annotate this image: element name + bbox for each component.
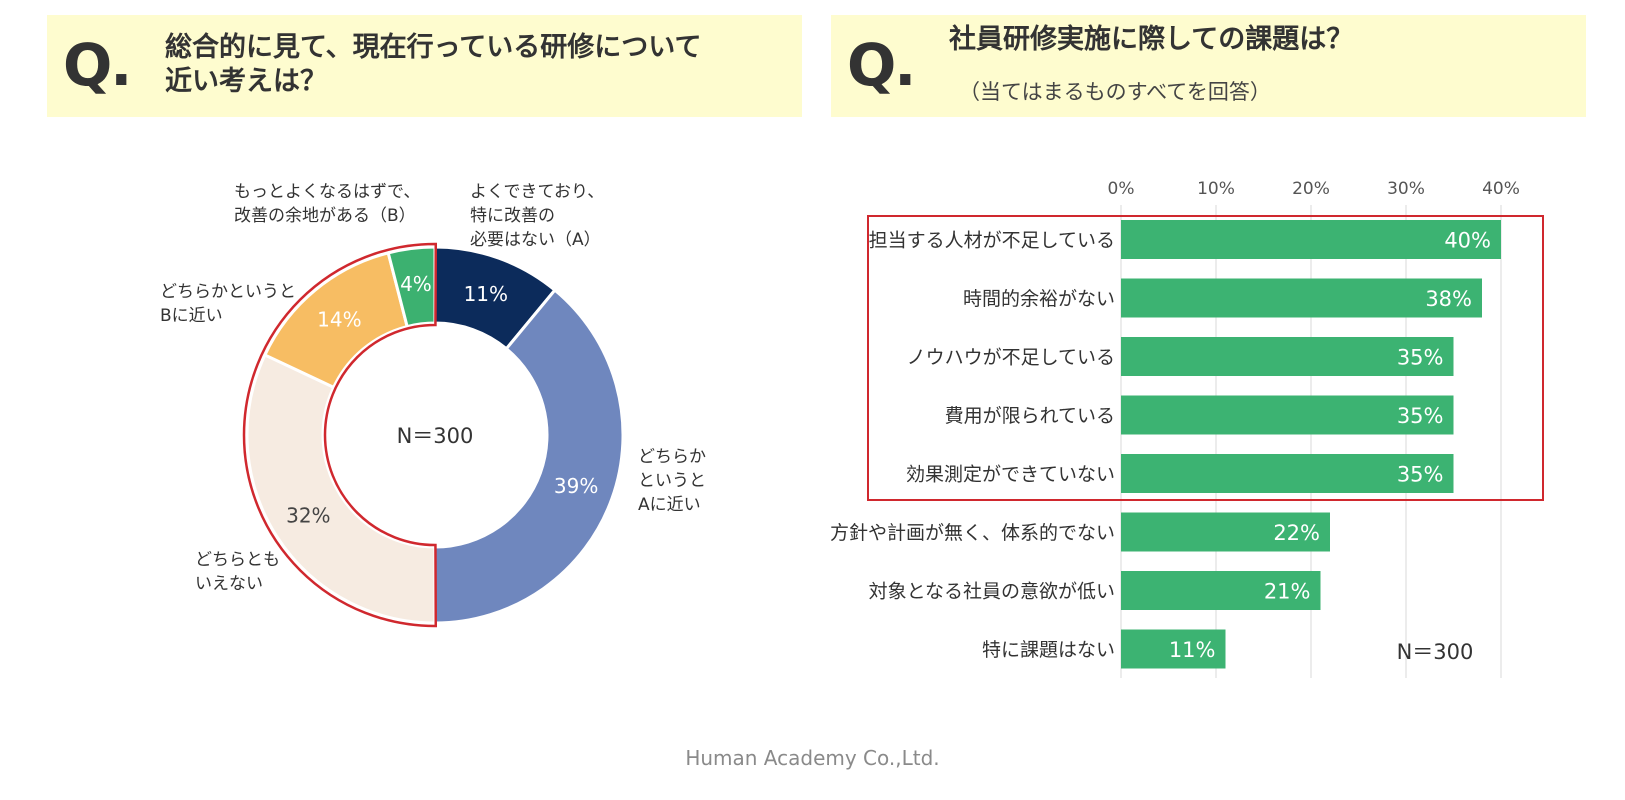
slice-category-label: よくできており、特に改善の必要はない（A）: [470, 182, 604, 250]
category-label: 対象となる社員の意欲が低い: [869, 581, 1115, 603]
left-question-title: 総合的に見て、現在行っている研修について 近い考えは？: [165, 32, 702, 97]
bar-value-label: 21%: [1264, 580, 1311, 604]
bar: [1121, 220, 1501, 259]
q-mark: Q.: [63, 31, 132, 99]
category-label: 費用が限られている: [945, 405, 1115, 427]
donut-center-label: N＝300: [397, 424, 474, 448]
right-question-subtitle: （当てはまるものすべてを回答）: [959, 80, 1271, 104]
category-label: 特に課題はない: [982, 639, 1115, 661]
slice-value-label: 39%: [554, 474, 598, 498]
donut-slice: [245, 352, 437, 625]
donut-slice: [433, 288, 625, 625]
x-tick-label: 20%: [1292, 179, 1330, 199]
bar: [1121, 454, 1454, 493]
highlight-box: [867, 215, 1544, 501]
slice-value-label: 11%: [464, 282, 508, 306]
x-tick-label: 0%: [1108, 179, 1135, 199]
slice-category-label: どちらともいえない: [195, 550, 280, 594]
category-label: 効果測定ができていない: [906, 464, 1115, 486]
bar: [1121, 395, 1454, 435]
x-tick-label: 40%: [1482, 179, 1520, 199]
bar-value-label: 22%: [1273, 521, 1320, 545]
right-question-banner: Q. 社員研修実施に際しての課題は？ （当てはまるものすべてを回答）: [831, 15, 1586, 117]
bar: [1121, 337, 1454, 376]
q-mark: Q.: [847, 31, 916, 99]
slice-category-label: どちらかというと Bに近い: [160, 282, 296, 326]
bar-value-label: 35%: [1397, 463, 1444, 487]
bar: [1121, 278, 1482, 318]
donut-chart: 11% 39% 32% 14% 4% N＝300 よくできており、特に改善の必要はない（A）…: [160, 182, 706, 628]
bar-value-label: 40%: [1444, 229, 1491, 253]
bar-value-label: 11%: [1169, 638, 1216, 662]
right-question-title: 社員研修実施に際しての課題は？: [949, 24, 1354, 55]
category-label: 方針や計画が無く、体系的でない: [830, 522, 1115, 544]
bar: [1121, 571, 1321, 610]
footer-copyright: Human Academy Co.,Ltd.: [685, 746, 940, 770]
category-label: 担当する人材が不足している: [869, 230, 1115, 252]
bar-value-label: 35%: [1397, 346, 1444, 370]
bar-value-label: 38%: [1425, 287, 1472, 311]
sample-size-label: N＝300: [1397, 640, 1474, 664]
bar-value-label: 35%: [1397, 404, 1444, 428]
x-tick-label: 30%: [1387, 179, 1425, 199]
slice-value-label: 4%: [400, 272, 432, 296]
left-question-banner: Q. 総合的に見て、現在行っている研修について 近い考えは？: [47, 15, 802, 117]
x-tick-label: 10%: [1197, 179, 1235, 199]
category-label: ノウハウが不足している: [907, 347, 1115, 369]
highlight-outline: [242, 242, 438, 628]
slice-category-label: どちらかというと Aに近い: [638, 447, 706, 515]
slice-value-label: 14%: [317, 307, 361, 331]
bar: [1121, 629, 1226, 669]
bar-chart: 0% 10% 20% 30% 40% 40% 担当する人材が不足している 38% 時間的余裕がな…: [830, 179, 1544, 678]
slice-value-label: 32%: [286, 503, 330, 527]
slice-category-label: もっとよくなるはずで、改善の余地がある（B）: [234, 182, 420, 226]
bar: [1121, 512, 1330, 552]
category-label: 時間的余裕がない: [963, 288, 1115, 310]
